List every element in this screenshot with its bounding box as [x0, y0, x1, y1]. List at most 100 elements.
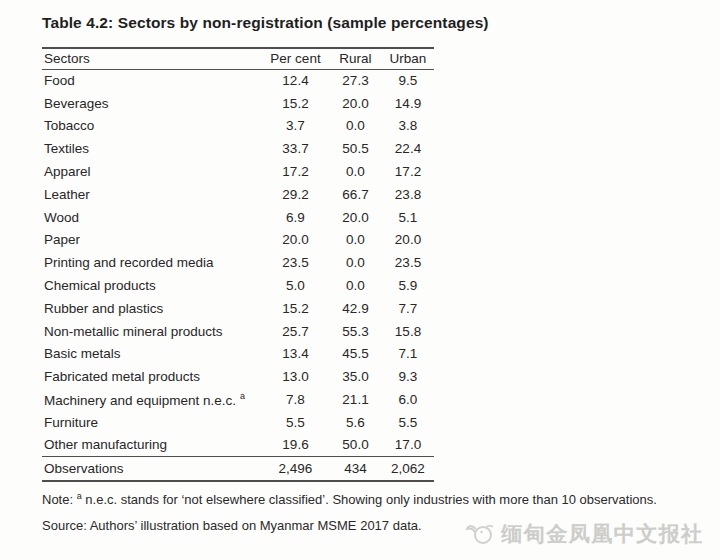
table-row: Paper20.00.020.0 [42, 229, 434, 252]
value-cell: 42.9 [329, 297, 382, 320]
watermark-text: 缅甸金凤凰中文报社 [502, 520, 705, 548]
table-header: Sectors Per cent Rural Urban [42, 48, 434, 69]
value-cell: 6.9 [262, 206, 329, 229]
value-cell: 27.3 [329, 69, 382, 92]
table-row: Wood6.920.05.1 [42, 206, 434, 229]
phoenix-logo-icon [466, 520, 496, 548]
value-cell: 45.5 [329, 343, 382, 366]
table-row: Rubber and plastics15.242.97.7 [42, 297, 434, 320]
note-text: n.e.c. stands for ‘not elsewhere classif… [82, 492, 657, 507]
value-cell: 0.0 [329, 274, 382, 297]
value-cell: 17.2 [382, 160, 434, 183]
sector-name-cell: Wood [42, 206, 262, 229]
table-row: Beverages15.220.014.9 [42, 92, 434, 115]
sector-name-cell: Chemical products [42, 274, 262, 297]
value-cell: 20.0 [329, 92, 382, 115]
table-row: Other manufacturing19.650.017.0 [42, 434, 434, 457]
value-cell: 66.7 [329, 183, 382, 206]
sector-name-cell: Leather [42, 183, 262, 206]
value-cell: 17.0 [382, 434, 434, 457]
value-cell: 13.4 [262, 343, 329, 366]
value-cell: 0.0 [329, 160, 382, 183]
value-cell: 50.5 [329, 137, 382, 160]
value-cell: 33.7 [262, 137, 329, 160]
value-cell: 9.5 [382, 69, 434, 92]
value-cell: 2,062 [382, 457, 434, 481]
table-row: Machinery and equipment n.e.c. a7.821.16… [42, 388, 434, 411]
value-cell: 5.6 [329, 411, 382, 434]
table-row: Leather29.266.723.8 [42, 183, 434, 206]
value-cell: 21.1 [329, 388, 382, 411]
note-prefix: Note: [42, 492, 77, 507]
value-cell: 5.5 [382, 411, 434, 434]
value-cell: 50.0 [329, 434, 382, 457]
sector-name-cell: Furniture [42, 411, 262, 434]
value-cell: 7.1 [382, 343, 434, 366]
sector-name-cell: Rubber and plastics [42, 297, 262, 320]
column-header-rural: Rural [329, 48, 382, 69]
value-cell: 5.1 [382, 206, 434, 229]
value-cell: 0.0 [329, 115, 382, 138]
value-cell: 25.7 [262, 320, 329, 343]
table-footer: Observations2,4964342,062 [42, 457, 434, 481]
value-cell: 23.8 [382, 183, 434, 206]
sector-name-cell: Basic metals [42, 343, 262, 366]
sector-name-cell: Tobacco [42, 115, 262, 138]
value-cell: 23.5 [262, 251, 329, 274]
table-title: Table 4.2: Sectors by non-registration (… [42, 14, 702, 32]
header-row: Sectors Per cent Rural Urban [42, 48, 434, 69]
sector-name-cell: Other manufacturing [42, 434, 262, 457]
document-page: Table 4.2: Sectors by non-registration (… [42, 14, 702, 533]
table-row: Non-metallic mineral products25.755.315.… [42, 320, 434, 343]
value-cell: 15.8 [382, 320, 434, 343]
table-row: Furniture5.55.65.5 [42, 411, 434, 434]
value-cell: 17.2 [262, 160, 329, 183]
value-cell: 12.4 [262, 69, 329, 92]
sector-name-cell: Printing and recorded media [42, 251, 262, 274]
table-row: Food12.427.39.5 [42, 69, 434, 92]
sector-name-cell: Observations [42, 457, 262, 481]
watermark: 缅甸金凤凰中文报社 [466, 520, 705, 548]
table-row: Basic metals13.445.57.1 [42, 343, 434, 366]
value-cell: 5.5 [262, 411, 329, 434]
column-header-urban: Urban [382, 48, 434, 69]
sectors-table: Sectors Per cent Rural Urban Food12.427.… [42, 47, 434, 482]
value-cell: 15.2 [262, 92, 329, 115]
table-row: Fabricated metal products13.035.09.3 [42, 365, 434, 388]
value-cell: 5.0 [262, 274, 329, 297]
value-cell: 3.8 [382, 115, 434, 138]
sector-name-cell: Food [42, 69, 262, 92]
value-cell: 5.9 [382, 274, 434, 297]
value-cell: 23.5 [382, 251, 434, 274]
value-cell: 0.0 [329, 229, 382, 252]
value-cell: 19.6 [262, 434, 329, 457]
value-cell: 6.0 [382, 388, 434, 411]
footnote-marker: a [240, 391, 245, 401]
value-cell: 3.7 [262, 115, 329, 138]
value-cell: 29.2 [262, 183, 329, 206]
value-cell: 15.2 [262, 297, 329, 320]
value-cell: 434 [329, 457, 382, 481]
table-row: Observations2,4964342,062 [42, 457, 434, 481]
value-cell: 55.3 [329, 320, 382, 343]
sector-name-cell: Textiles [42, 137, 262, 160]
sector-name-cell: Paper [42, 229, 262, 252]
value-cell: 13.0 [262, 365, 329, 388]
value-cell: 22.4 [382, 137, 434, 160]
value-cell: 20.0 [382, 229, 434, 252]
value-cell: 7.7 [382, 297, 434, 320]
table-row: Apparel17.20.017.2 [42, 160, 434, 183]
value-cell: 14.9 [382, 92, 434, 115]
table-row: Tobacco3.70.03.8 [42, 115, 434, 138]
table-body: Food12.427.39.5Beverages15.220.014.9Toba… [42, 69, 434, 457]
value-cell: 0.0 [329, 251, 382, 274]
value-cell: 35.0 [329, 365, 382, 388]
sector-name-cell: Fabricated metal products [42, 365, 262, 388]
value-cell: 7.8 [262, 388, 329, 411]
sector-name-cell: Non-metallic mineral products [42, 320, 262, 343]
table-row: Textiles33.750.522.4 [42, 137, 434, 160]
table-row: Printing and recorded media23.50.023.5 [42, 251, 434, 274]
value-cell: 20.0 [262, 229, 329, 252]
column-header-sectors: Sectors [42, 48, 262, 69]
sector-name-cell: Machinery and equipment n.e.c. a [42, 388, 262, 411]
